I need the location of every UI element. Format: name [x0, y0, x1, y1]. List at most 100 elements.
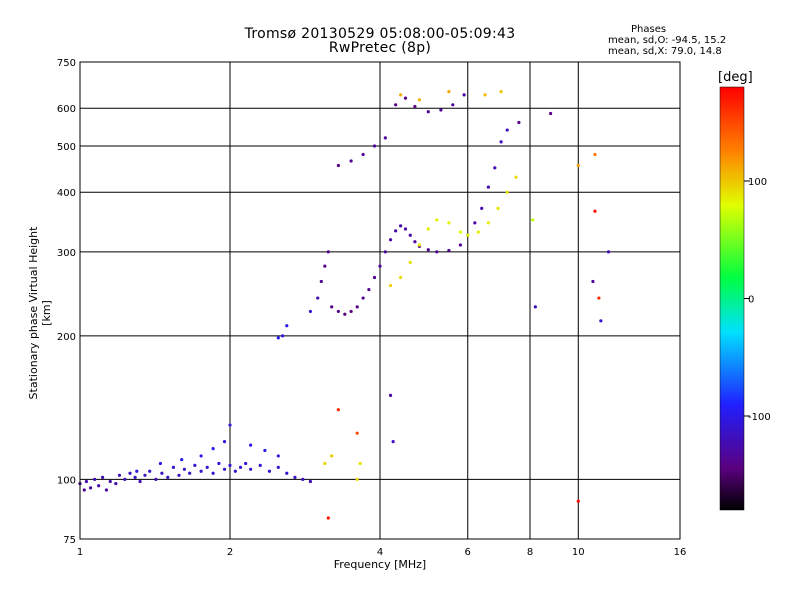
y-tick-label: 300 [57, 248, 76, 259]
x-tick-label: 16 [674, 547, 687, 558]
data-point [128, 471, 132, 475]
data-point [182, 467, 186, 471]
data-point [462, 93, 466, 97]
data-point [517, 120, 521, 125]
data-point [399, 224, 403, 228]
y-tick-label: 200 [57, 332, 76, 343]
data-point [280, 334, 285, 338]
data-point [249, 467, 253, 471]
data-point [378, 264, 382, 268]
chart-subtitle: RwPretec (8p) [328, 40, 432, 56]
data-point [199, 454, 203, 458]
data-point [426, 110, 430, 114]
data-point [171, 465, 176, 469]
data-point [591, 279, 595, 284]
x-tick-label: 8 [527, 547, 533, 558]
phase-stats-title: Phases [631, 24, 667, 35]
colorbar-ticks: 100 0 -100 [744, 177, 771, 423]
data-point [205, 465, 209, 469]
data-point [367, 287, 371, 292]
data-point [258, 463, 262, 467]
data-point [211, 447, 215, 451]
data-point [355, 431, 359, 435]
data-point [276, 336, 280, 340]
data-point [117, 473, 122, 477]
data-point [217, 461, 221, 466]
data-point [343, 312, 347, 316]
data-point [355, 477, 359, 482]
data-point [403, 96, 408, 100]
data-point [166, 475, 170, 479]
data-point [606, 250, 611, 254]
data-point [493, 166, 497, 170]
data-point [267, 469, 272, 473]
data-point [285, 324, 289, 328]
colorbar-tick-label: 0 [748, 295, 754, 306]
y-tick-label: 600 [57, 104, 76, 115]
data-point [123, 477, 127, 482]
data-point [549, 111, 553, 116]
data-point [413, 240, 417, 244]
data-point [447, 248, 451, 253]
data-point [426, 248, 430, 252]
data-point [403, 227, 408, 231]
data-points [78, 90, 611, 520]
data-point [473, 221, 477, 225]
data-point [399, 93, 403, 97]
data-point [576, 163, 580, 168]
colorbar-tick-label: -100 [748, 412, 771, 423]
data-point [244, 461, 248, 466]
data-point [308, 479, 313, 484]
data-point [499, 140, 503, 144]
data-point [358, 461, 362, 466]
data-point [349, 309, 353, 314]
data-point [533, 305, 537, 309]
data-point [133, 475, 137, 479]
data-point [319, 279, 323, 284]
y-tick-label: 750 [57, 58, 76, 69]
data-point [177, 473, 181, 477]
data-point [435, 250, 439, 254]
data-point [148, 469, 152, 473]
data-point [439, 108, 443, 112]
data-point [505, 190, 509, 194]
data-point [361, 296, 365, 300]
colorbar [719, 86, 745, 511]
data-point [82, 488, 86, 492]
plot-frame [79, 61, 681, 540]
data-point [399, 275, 403, 280]
data-point [394, 229, 398, 233]
data-point [394, 103, 398, 107]
data-point [308, 309, 313, 314]
data-point [417, 243, 422, 247]
y-tick-label: 400 [57, 188, 76, 199]
data-point [458, 243, 463, 247]
data-point [447, 90, 451, 94]
data-point [336, 309, 340, 314]
data-point [323, 461, 327, 466]
data-point [199, 469, 203, 473]
data-point [330, 454, 334, 458]
x-tick-label: 2 [227, 547, 233, 558]
data-point [100, 475, 105, 479]
data-point [143, 473, 147, 477]
data-point [361, 152, 365, 157]
data-point [138, 479, 142, 484]
grid-lines [80, 62, 680, 539]
colorbar-tick-label: 100 [748, 177, 767, 188]
data-point [505, 128, 509, 132]
data-point [211, 471, 215, 475]
data-point [104, 488, 109, 492]
data-point [593, 209, 597, 213]
x-tick-label: 6 [465, 547, 471, 558]
data-point [228, 463, 232, 467]
y-axis-label: Stationary phase Virtual Height [km] [27, 226, 53, 400]
data-point [355, 305, 359, 309]
data-point [480, 206, 484, 210]
data-point [388, 238, 393, 242]
x-tick-label: 10 [572, 547, 585, 558]
data-point [285, 471, 289, 475]
data-point [372, 144, 377, 148]
data-point [447, 221, 451, 225]
